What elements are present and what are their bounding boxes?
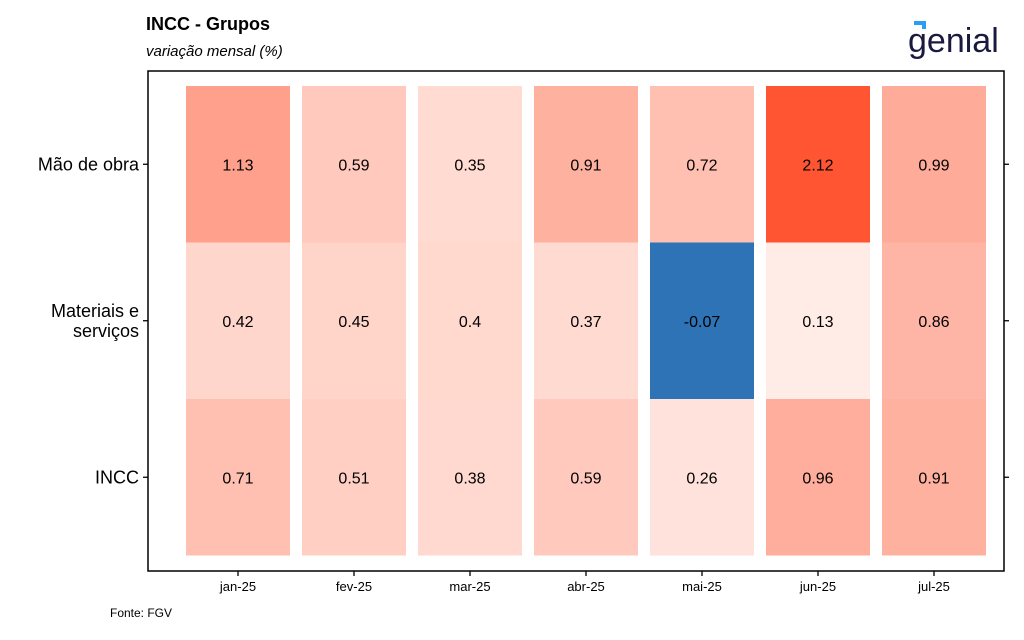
heatmap-cell — [766, 242, 870, 399]
cell-value-label: 0.91 — [918, 470, 949, 487]
cell-value-label: 0.51 — [338, 470, 369, 487]
heatmap-cell — [186, 399, 290, 556]
cell-value-label: 0.71 — [222, 470, 253, 487]
x-tick-label: abr-25 — [567, 579, 605, 594]
logo-accent — [914, 21, 926, 25]
cell-value-label: 0.37 — [570, 314, 601, 331]
x-tick-label: jan-25 — [219, 579, 256, 594]
heatmap-cell — [882, 399, 986, 556]
x-tick-label: mar-25 — [449, 579, 490, 594]
logo-accent-tail — [922, 21, 926, 29]
heatmap-cell — [650, 399, 754, 556]
heatmap-cell — [302, 86, 406, 243]
cell-value-label: 0.99 — [918, 157, 949, 174]
source-note: Fonte: FGV — [110, 606, 173, 620]
heatmap-cell — [766, 86, 870, 243]
cell-value-label: 1.13 — [222, 157, 253, 174]
heatmap-cell — [186, 242, 290, 399]
cell-value-label: 2.12 — [802, 157, 833, 174]
heatmap-cell — [882, 86, 986, 243]
heatmap-cell — [882, 242, 986, 399]
cell-value-label: 0.35 — [454, 157, 485, 174]
y-tick-label: INCC — [95, 467, 139, 487]
cell-value-label: 0.42 — [222, 314, 253, 331]
heatmap-cell — [418, 242, 522, 399]
cell-value-label: 0.38 — [454, 470, 485, 487]
y-tick-label: Mão de obra — [38, 154, 140, 174]
chart-title: INCC - Grupos — [146, 14, 270, 34]
x-tick-label: mai-25 — [682, 579, 722, 594]
y-tick-label: serviços — [73, 321, 139, 341]
cell-value-label: 0.4 — [459, 314, 481, 331]
heatmap-cell — [650, 86, 754, 243]
cell-value-label: 0.96 — [802, 470, 833, 487]
cell-value-label: 0.26 — [686, 470, 717, 487]
x-tick-label: fev-25 — [336, 579, 372, 594]
cell-value-label: 0.86 — [918, 314, 949, 331]
cell-value-label: 0.45 — [338, 314, 369, 331]
x-tick-label: jul-25 — [917, 579, 950, 594]
cell-value-label: 0.13 — [802, 314, 833, 331]
cell-value-label: 0.72 — [686, 157, 717, 174]
x-tick-label: jun-25 — [799, 579, 836, 594]
y-tick-label: Materiais e — [51, 301, 139, 321]
heatmap-cell — [534, 86, 638, 243]
heatmap-cell — [534, 242, 638, 399]
cell-value-label: -0.07 — [684, 314, 721, 331]
heatmap-cell — [650, 242, 754, 399]
heatmap-cell — [302, 242, 406, 399]
cell-value-label: 0.59 — [338, 157, 369, 174]
heatmap-cell — [766, 399, 870, 556]
heatmap-cell — [418, 86, 522, 243]
heatmap-cell — [186, 86, 290, 243]
heatmap-cell — [534, 399, 638, 556]
heatmap-cell — [302, 399, 406, 556]
genial-logo: genial — [908, 21, 999, 60]
cell-value-label: 0.59 — [570, 470, 601, 487]
chart-subtitle: variação mensal (%) — [146, 43, 283, 60]
cell-value-label: 0.91 — [570, 157, 601, 174]
heatmap-cell — [418, 399, 522, 556]
